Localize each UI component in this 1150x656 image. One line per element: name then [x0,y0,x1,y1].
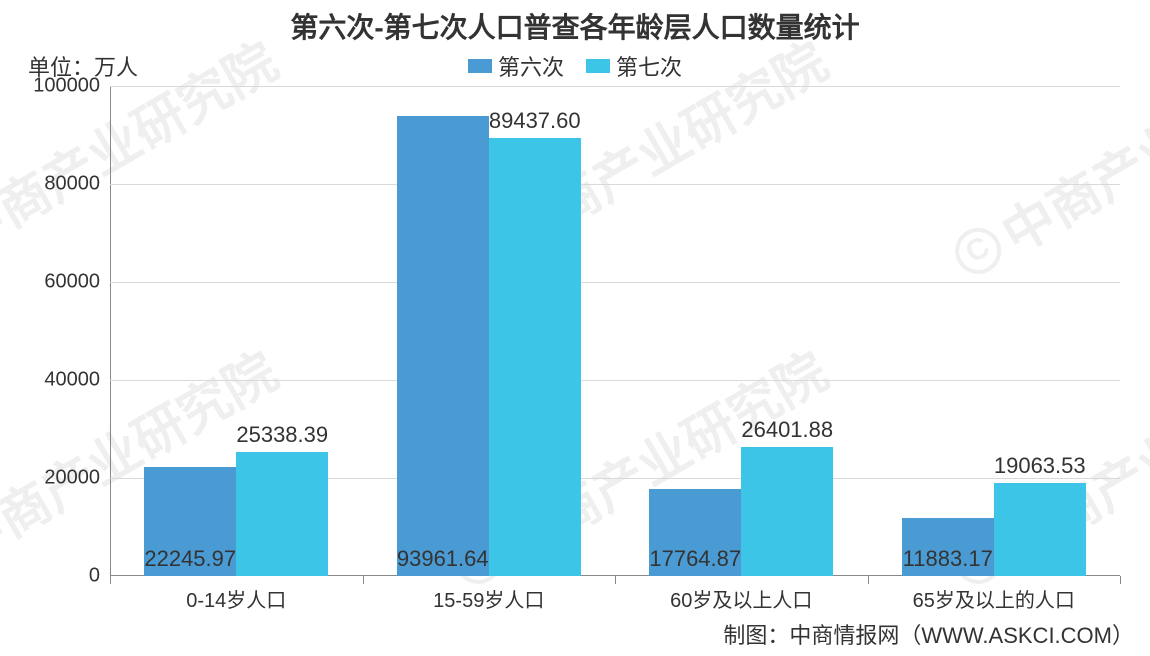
content-layer: 第六次-第七次人口普查各年龄层人口数量统计 单位：万人 第六次 第七次 0200… [0,0,1150,656]
legend-label-series-0: 第六次 [498,50,564,82]
bar-value-label: 19063.53 [994,453,1086,479]
x-category-label: 15-59岁人口 [363,584,616,613]
credit-label: 制图：中商情报网（WWW.ASKCI.COM） [723,618,1134,650]
y-tick-label: 40000 [10,369,100,392]
bar-group: 17764.8726401.88 [649,447,833,576]
bar: 19063.53 [994,483,1086,576]
legend-swatch-series-0 [468,59,492,73]
gridline [110,184,1120,185]
legend-item-series-1: 第七次 [586,50,682,82]
y-tick-label: 60000 [10,271,100,294]
gridline [110,282,1120,283]
bar-value-label: 89437.60 [489,108,581,134]
gridline [110,86,1120,87]
bar-value-label: 11883.17 [903,546,993,572]
bar: 93961.64 [397,116,489,576]
legend-swatch-series-1 [586,59,610,73]
bar-value-label: 22245.97 [144,546,236,572]
y-tick-label: 20000 [10,467,100,490]
x-tick [110,576,111,584]
bar: 17764.87 [649,489,741,576]
bar-value-label: 17764.87 [649,546,741,572]
x-tick [868,576,869,584]
bar-value-label: 25338.39 [236,422,328,448]
bar-group: 11883.1719063.53 [902,483,1086,576]
chart-container: 中商产业研究院中商产业研究院中商产业研究院中商产业研究院中商产业研究院中商产业研… [0,0,1150,656]
legend-item-series-0: 第六次 [468,50,564,82]
y-tick-label: 0 [10,565,100,588]
legend: 第六次 第七次 [0,50,1150,82]
bar: 26401.88 [741,447,833,576]
bar: 25338.39 [236,452,328,576]
x-tick [615,576,616,584]
plot-area: 0200004000060000800001000000-14岁人口22245.… [110,86,1120,576]
x-tick [1120,576,1121,584]
chart-title: 第六次-第七次人口普查各年龄层人口数量统计 [0,6,1150,46]
bar: 22245.97 [144,467,236,576]
bar: 89437.60 [489,138,581,576]
x-tick [363,576,364,584]
y-tick-label: 80000 [10,173,100,196]
y-tick-label: 100000 [10,75,100,98]
legend-label-series-1: 第七次 [616,50,682,82]
bar-value-label: 93961.64 [397,546,489,572]
x-category-label: 65岁及以上的人口 [868,584,1121,613]
x-category-label: 0-14岁人口 [110,584,363,613]
bar-group: 93961.6489437.60 [397,116,581,576]
bar-value-label: 26401.88 [741,417,833,443]
x-category-label: 60岁及以上人口 [615,584,868,613]
gridline [110,380,1120,381]
bar: 11883.17 [902,518,994,576]
bar-group: 22245.9725338.39 [144,452,328,576]
y-axis-line [110,86,111,576]
